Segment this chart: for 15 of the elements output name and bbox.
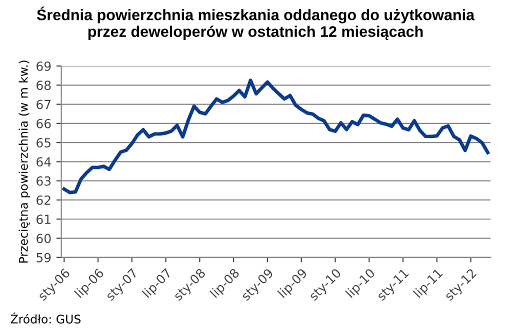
y-tick-label: 61: [36, 214, 50, 224]
y-tick-label: 60: [36, 234, 51, 244]
y-tick-label: 67: [36, 100, 51, 110]
y-tick-label: 63: [36, 176, 51, 186]
y-tick-label: 59: [36, 252, 51, 262]
y-tick-label: 62: [36, 195, 50, 205]
line-series: [62, 78, 490, 194]
y-tick-label: 65: [36, 138, 51, 148]
y-tick-label: 64: [36, 157, 51, 167]
text: Źródło: GUS: [10, 312, 81, 324]
y-tick-label: 66: [36, 118, 51, 128]
chart-title: Średnia powierzchnia mieszkania oddanego do użytkowania przez deweloperów w ostatnich 12 miesiącach: [36, 6, 475, 40]
y-axis-title: Przeciętna powierzchnia (w m kw.): [18, 60, 30, 263]
y-tick-label: 68: [36, 80, 51, 90]
y-tick-label: 69: [36, 61, 51, 71]
